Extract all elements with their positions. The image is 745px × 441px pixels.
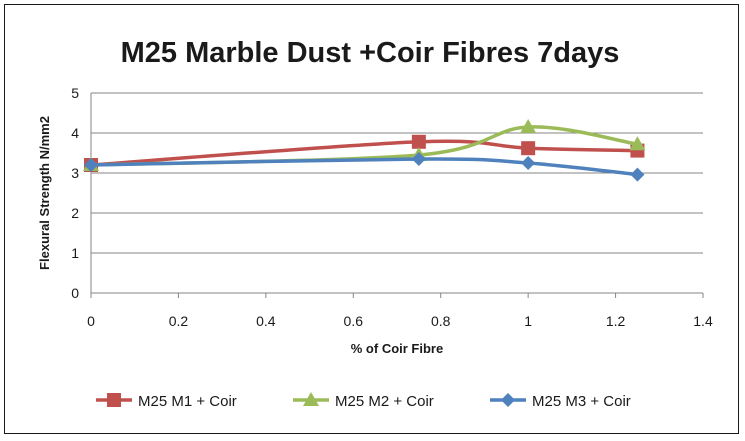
legend-swatch-marker <box>303 392 319 406</box>
x-tick-label: 0.2 <box>169 313 189 329</box>
chart-frame <box>4 4 739 434</box>
y-tick-label: 4 <box>71 125 79 141</box>
x-tick-labels: 0 0.2 0.4 0.6 0.8 1 1.2 1.4 <box>87 313 713 329</box>
legend-label: M25 M2 + Coir <box>335 393 434 410</box>
y-tick-label: 5 <box>71 85 79 101</box>
data-point <box>411 152 426 166</box>
axes <box>90 93 704 298</box>
legend-item-2: M25 M2 + Coir <box>293 392 434 410</box>
data-point <box>411 134 426 149</box>
series-lines <box>83 119 646 182</box>
y-tick-label: 2 <box>71 205 79 221</box>
y-tick-label: 1 <box>71 245 79 261</box>
legend-item-3: M25 M3 + Coir <box>490 393 631 410</box>
series-line <box>90 139 638 167</box>
y-tick-labels: 0 1 2 3 4 5 <box>71 85 79 301</box>
chart-title: M25 Marble Dust +Coir Fibres 7days <box>121 37 620 69</box>
data-point <box>521 141 536 156</box>
legend-swatch-marker <box>501 393 515 407</box>
series-line <box>90 157 638 177</box>
y-tick-label: 3 <box>71 165 79 181</box>
x-tick-label: 1.2 <box>606 313 626 329</box>
legend-label: M25 M1 + Coir <box>138 393 237 410</box>
x-tick-label: 1 <box>524 313 532 329</box>
legend: M25 M1 + Coir M25 M2 + Coir M25 M3 + Coir <box>96 392 631 410</box>
data-point <box>84 158 98 172</box>
x-tick-label: 0.6 <box>344 313 364 329</box>
data-point <box>630 167 645 182</box>
y-axis-label: Flexural Strength N/mm2 <box>37 116 52 270</box>
legend-item-1: M25 M1 + Coir <box>96 393 237 410</box>
legend-label: M25 M3 + Coir <box>532 393 631 410</box>
legend-swatch-marker <box>107 393 121 407</box>
data-point <box>520 119 537 133</box>
x-tick-label: 0 <box>87 313 95 329</box>
x-axis-label: % of Coir Fibre <box>351 341 443 356</box>
y-tick-label: 0 <box>71 285 79 301</box>
x-tick-label: 0.4 <box>256 313 276 329</box>
data-point <box>629 136 646 151</box>
series-3 <box>84 152 645 182</box>
data-point <box>521 156 536 170</box>
x-tick-label: 1.4 <box>693 313 713 329</box>
gridlines <box>91 92 703 254</box>
x-tick-label: 0.8 <box>431 313 451 329</box>
